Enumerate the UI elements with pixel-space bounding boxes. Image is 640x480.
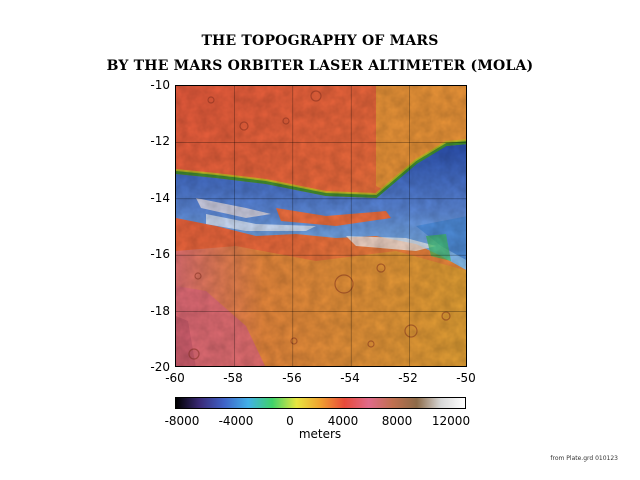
lon-tick-label: -60 bbox=[165, 371, 185, 385]
lon-tick-label: -58 bbox=[223, 371, 243, 385]
lat-tick-label: -16 bbox=[150, 247, 170, 261]
lat-tick-label: -14 bbox=[150, 191, 170, 205]
topography-map-image bbox=[176, 86, 466, 366]
colorbar-tick-label: 4000 bbox=[327, 414, 359, 428]
colorbar-tick-label: 8000 bbox=[381, 414, 413, 428]
colorbar-units-label: meters bbox=[298, 427, 342, 441]
lon-tick-label: -54 bbox=[340, 371, 360, 385]
colorbar-tick-label: -4000 bbox=[218, 414, 254, 428]
lat-tick-label: -12 bbox=[150, 134, 170, 148]
lon-tick-label: -56 bbox=[282, 371, 302, 385]
map-title-line-1: THE TOPOGRAPHY OF MARS bbox=[201, 33, 439, 49]
lat-tick-label: -20 bbox=[150, 360, 170, 374]
lon-tick-label: -52 bbox=[398, 371, 418, 385]
colorbar-tick-label: 0 bbox=[286, 414, 294, 428]
source-note: from Plate.grd 010123 bbox=[550, 455, 618, 462]
elevation-colorbar bbox=[175, 397, 466, 409]
lat-tick-label: -18 bbox=[150, 304, 170, 318]
lon-tick-label: -50 bbox=[456, 371, 476, 385]
lat-tick-label: -10 bbox=[150, 78, 170, 92]
colorbar-tick-label: -8000 bbox=[164, 414, 200, 428]
colorbar-tick-label: 12000 bbox=[431, 414, 471, 428]
map-title-line-2: BY THE MARS ORBITER LASER ALTIMETER (MOL… bbox=[106, 58, 534, 74]
topography-map bbox=[175, 85, 467, 367]
